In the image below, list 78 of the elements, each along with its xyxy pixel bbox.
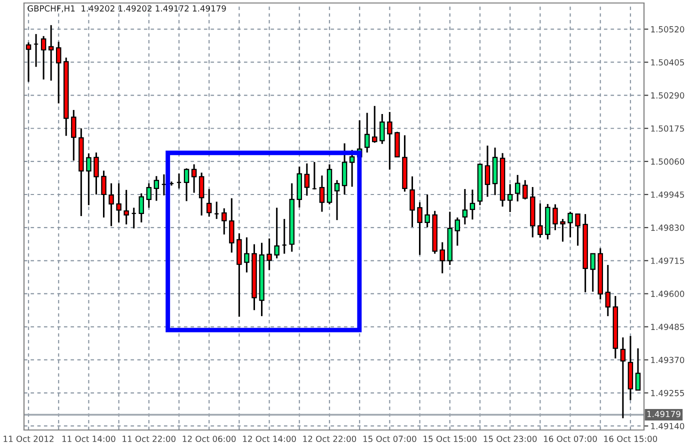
candlestick (56, 41, 62, 104)
x-tick-label: 15 Oct 15:00 (424, 436, 476, 442)
candlestick (575, 212, 580, 246)
x-tick-label: 11 Oct 14:00 (62, 436, 116, 442)
candlestick (410, 176, 415, 228)
x-tick-label: 12 Oct 22:00 (303, 436, 356, 442)
y-tick-label: 1.50405 (651, 59, 684, 66)
y-tick-label: 1.50060 (651, 158, 684, 165)
chart-title: GBPCHF,H1 1.49202 1.49202 1.49172 1.49179 (28, 5, 226, 12)
x-tick-label: 11 Oct 2012 (4, 436, 54, 442)
candlestick (154, 175, 160, 202)
candlestick (424, 194, 430, 228)
y-tick-label: 1.50520 (651, 26, 684, 32)
y-tick-label: 1.49715 (651, 258, 684, 264)
candlestick (552, 204, 558, 231)
candlestick (266, 238, 272, 271)
y-tick-label: 1.49830 (651, 224, 684, 231)
candlestick (342, 142, 348, 196)
x-tick-label: 12 Oct 14:00 (243, 436, 296, 442)
candlestick (198, 172, 204, 216)
candlestick (522, 179, 528, 200)
y-tick-label: 1.49600 (651, 290, 684, 297)
candlestick (462, 188, 468, 226)
candlestick (440, 241, 445, 274)
candlestick (48, 24, 54, 82)
candlestick (146, 182, 152, 208)
candlestick (138, 192, 144, 224)
candlestick (454, 216, 460, 246)
ref-line-label: 1.49179 (647, 410, 680, 418)
x-tick-label: 15 Oct 23:00 (484, 436, 537, 442)
y-tick-label: 1.49370 (651, 356, 684, 364)
x-tick-label: 15 Oct 07:00 (363, 436, 416, 442)
candlestick (334, 179, 340, 221)
candlestick (590, 252, 596, 292)
candlestick (380, 113, 385, 145)
candlestick (94, 152, 99, 196)
candlestick (507, 183, 513, 213)
candlestick (40, 35, 46, 80)
candlestick (364, 112, 370, 154)
candlestick (372, 105, 378, 144)
candlestick (274, 206, 280, 260)
candlestick (101, 170, 106, 218)
candlestick (184, 168, 190, 202)
candlestick (206, 188, 212, 218)
candlestick (86, 152, 92, 206)
candlestick (222, 208, 227, 236)
candlestick (191, 164, 197, 194)
candlestick (605, 264, 611, 317)
candlestick (349, 149, 355, 188)
candlestick (71, 109, 76, 162)
candlestick (244, 236, 250, 274)
candlestick (538, 202, 543, 238)
candlestick (26, 42, 32, 83)
candlestick (229, 197, 234, 254)
y-tick-label: 1.50175 (651, 125, 684, 132)
candlestick (304, 162, 310, 196)
candlestick (417, 202, 422, 256)
candlestick (514, 174, 520, 202)
candlestick (319, 174, 325, 213)
y-tick-label: 1.49255 (651, 390, 684, 396)
candlestick (470, 188, 476, 220)
candlestick (635, 348, 641, 391)
x-tick-label: 12 Oct 06:00 (182, 436, 236, 442)
y-tick-label: 1.49140 (651, 422, 684, 430)
x-tick-label: 16 Oct 15:00 (604, 436, 658, 442)
candlestick (116, 182, 122, 224)
candlestick (568, 210, 573, 238)
candlestick (387, 111, 392, 170)
candlestick (560, 218, 566, 242)
y-tick-label: 1.50290 (651, 92, 684, 99)
x-tick-label: 16 Oct 07:00 (544, 436, 597, 442)
candlestick (484, 144, 490, 198)
x-tick-label: 11 Oct 22:00 (122, 436, 176, 442)
y-tick-label: 1.49485 (651, 324, 684, 330)
candlestick (620, 336, 626, 419)
candlestick (108, 182, 114, 227)
y-tick-label: 1.49945 (651, 191, 684, 198)
candlestick (124, 189, 129, 226)
